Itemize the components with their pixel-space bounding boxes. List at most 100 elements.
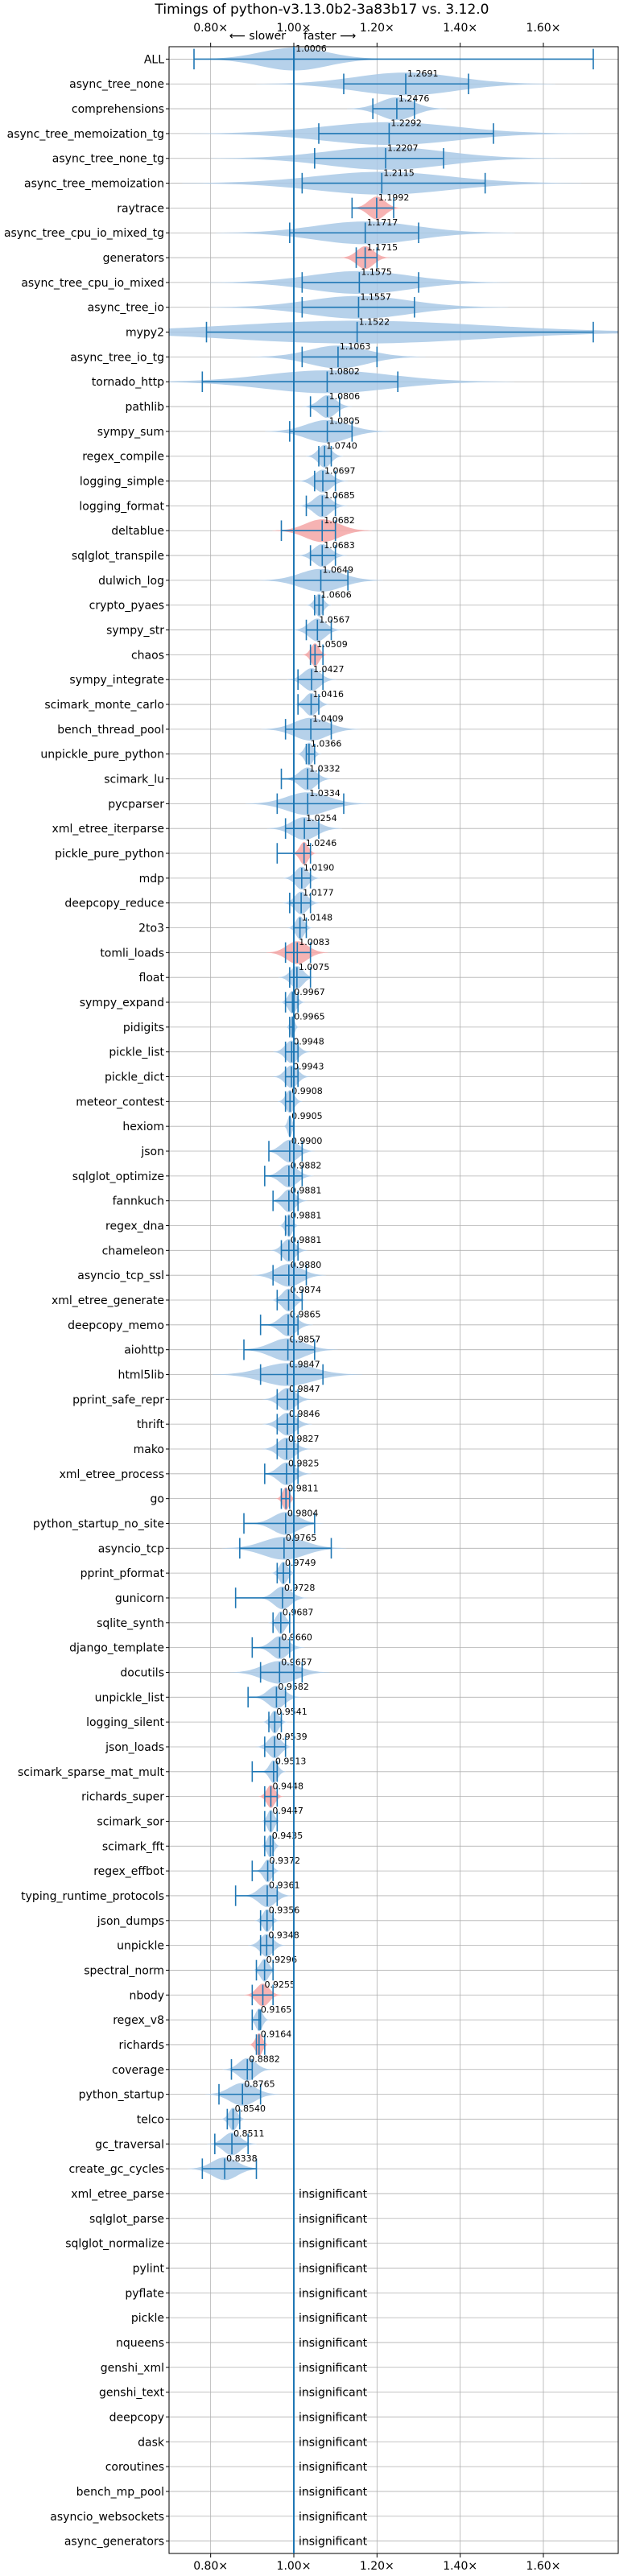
value-label-unpickle-pure-python: 1.0366 — [311, 738, 342, 749]
category-label-logging-silent: logging_silent — [86, 1716, 164, 1729]
value-label-mako: 0.9827 — [288, 1434, 320, 1444]
value-label-pathlib: 1.0806 — [329, 391, 361, 402]
category-label-dulwich-log: dulwich_log — [98, 575, 164, 588]
category-label-genshi-xml: genshi_xml — [101, 2362, 164, 2375]
value-label-float: 1.0075 — [299, 962, 330, 972]
category-label-mako: mako — [134, 1443, 164, 1456]
value-label-tomli-loads: 1.0083 — [299, 937, 330, 947]
value-label-dulwich-log: 1.0649 — [323, 565, 354, 576]
value-annotations: 1.0006 1.2691 1.2476 1.2292 1.2207 1.2115 1.19… — [226, 43, 438, 2548]
value-label-sympy-sum: 1.0805 — [329, 416, 361, 427]
category-label-richards-super: richards_super — [81, 1791, 164, 1804]
category-label-json-loads: json_loads — [105, 1741, 164, 1754]
value-label-typing-runtime-protocols: 0.9361 — [269, 1880, 300, 1891]
value-label-meteor-contest: 0.9908 — [291, 1086, 323, 1096]
category-label-go: go — [151, 1493, 164, 1506]
insignificant-label-genshi-text: insignificant — [299, 2387, 368, 2400]
category-label-regex-v8: regex_v8 — [113, 2014, 164, 2027]
category-label-xml-etree-process: xml_etree_process — [60, 1468, 164, 1481]
x-tick-label-bottom: 1.20× — [360, 2560, 394, 2573]
category-label-json-dumps: json_dumps — [97, 1915, 164, 1928]
insignificant-label-deepcopy: insignificant — [299, 2411, 368, 2424]
value-label-html5lib: 0.9847 — [289, 1359, 320, 1369]
value-label-pprint-pformat: 0.9749 — [285, 1558, 316, 1568]
value-label-async-tree-cpu-io-mixed-tg: 1.1717 — [367, 217, 398, 228]
value-label-async-tree-cpu-io-mixed: 1.1575 — [361, 267, 392, 278]
value-label-regex-v8: 0.9165 — [261, 2004, 292, 2015]
value-label-docutils: 0.9657 — [281, 1657, 312, 1667]
category-label-logging-format: logging_format — [79, 500, 164, 513]
category-label-django-template: django_template — [69, 1642, 164, 1655]
value-label-mdp: 1.0190 — [303, 863, 335, 873]
violin-series — [169, 47, 618, 2181]
category-label-async-generators: async_generators — [64, 2536, 164, 2549]
insignificant-label-async-generators: insignificant — [299, 2536, 368, 2549]
category-label-create-gc-cycles: create_gc_cycles — [68, 2163, 164, 2176]
category-label-gunicorn: gunicorn — [115, 1592, 164, 1605]
x-tick-label-top: 1.00× — [277, 22, 312, 35]
category-label-scimark-fft: scimark_fft — [102, 1840, 165, 1853]
value-label-nbody: 0.9255 — [265, 1979, 296, 1990]
category-label-asyncio-tcp-ssl: asyncio_tcp_ssl — [77, 1269, 164, 1282]
value-label-unpickle: 0.9348 — [268, 1930, 299, 1940]
category-label-crypto-pyaes: crypto_pyaes — [89, 600, 164, 613]
category-label-deltablue: deltablue — [111, 525, 164, 538]
category-label-docutils: docutils — [120, 1666, 164, 1679]
category-label-pickle-dict: pickle_dict — [105, 1071, 165, 1084]
value-label-richards: 0.9164 — [261, 2029, 292, 2040]
value-label-sympy-str: 1.0567 — [319, 614, 350, 625]
value-label-xml-etree-iterparse: 1.0254 — [306, 813, 337, 824]
insignificant-label-pylint: insignificant — [299, 2262, 368, 2275]
insignificant-label-sqlglot-normalize: insignificant — [299, 2238, 368, 2251]
category-label-pickle-pure-python: pickle_pure_python — [55, 848, 164, 861]
insignificant-label-bench-mp-pool: insignificant — [299, 2486, 368, 2499]
category-label-pprint-safe-repr: pprint_safe_repr — [72, 1393, 164, 1406]
x-tick-label-bottom: 1.60× — [526, 2560, 561, 2573]
value-label-async-tree-none-tg: 1.2207 — [387, 143, 419, 154]
value-label-django-template: 0.9660 — [281, 1632, 312, 1642]
value-label-scimark-fft: 0.9435 — [272, 1831, 303, 1841]
value-label-pickle-list: 0.9948 — [293, 1036, 324, 1046]
value-label-chameleon: 0.9881 — [291, 1235, 322, 1245]
category-label-async-tree-io-tg: async_tree_io_tg — [70, 351, 164, 364]
value-label-json-dumps: 0.9356 — [269, 1905, 300, 1916]
value-label-pidigits: 0.9965 — [294, 1012, 325, 1022]
category-label-pprint-pformat: pprint_pformat — [80, 1567, 165, 1580]
value-label-scimark-monte-carlo: 1.0416 — [312, 689, 344, 700]
value-label-coverage: 0.8882 — [249, 2054, 280, 2065]
value-label-regex-compile: 1.0740 — [326, 441, 357, 452]
category-label-async-tree-memoization-tg: async_tree_memoization_tg — [7, 128, 164, 141]
value-label-json-loads: 0.9539 — [276, 1732, 308, 1742]
value-label-asyncio-tcp: 0.9765 — [286, 1533, 317, 1543]
category-label-unpickle: unpickle — [117, 1940, 164, 1953]
value-label-pickle-dict: 0.9943 — [293, 1061, 324, 1071]
category-label-comprehensions: comprehensions — [72, 103, 164, 116]
category-label-pidigits: pidigits — [123, 1022, 164, 1034]
category-label-chaos: chaos — [131, 649, 164, 662]
faster-direction-label: faster ⟶ — [303, 30, 356, 43]
category-label-sqlglot-parse: sqlglot_parse — [89, 2213, 164, 2226]
value-label-sqlglot-optimize: 0.9882 — [291, 1161, 322, 1171]
category-label-async-tree-none: async_tree_none — [69, 78, 164, 91]
value-label-pprint-safe-repr: 0.9847 — [289, 1384, 320, 1394]
value-label-telco: 0.8540 — [235, 2103, 266, 2114]
value-label-async-tree-none: 1.2691 — [407, 68, 439, 79]
value-label-bench-thread-pool: 1.0409 — [312, 714, 344, 724]
value-label-python-startup-no-site: 0.9804 — [287, 1508, 319, 1518]
value-label-mypy2: 1.1522 — [359, 316, 390, 327]
value-label-logging-silent: 0.9541 — [276, 1707, 308, 1717]
value-label-sympy-expand: 0.9967 — [294, 987, 325, 997]
value-label-create-gc-cycles: 0.8338 — [226, 2153, 258, 2164]
x-tick-label-top: 1.20× — [360, 22, 394, 35]
slower-direction-label: ⟵ slower — [229, 30, 286, 43]
category-label-python-startup-no-site: python_startup_no_site — [33, 1517, 164, 1530]
category-label-logging-simple: logging_simple — [80, 476, 164, 489]
category-label-float: float — [139, 972, 165, 985]
category-label-pathlib: pathlib — [126, 401, 165, 414]
category-label-scimark-lu: scimark_lu — [104, 774, 164, 786]
category-label-telco: telco — [137, 2113, 164, 2126]
category-label-generators: generators — [103, 252, 164, 265]
category-label-all: ALL — [144, 53, 164, 66]
value-label-pickle-pure-python: 1.0246 — [306, 838, 337, 848]
